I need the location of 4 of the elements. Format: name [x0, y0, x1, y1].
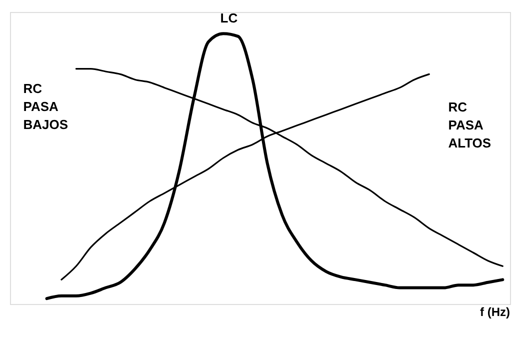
- series-label: LC: [220, 10, 238, 26]
- x-axis-title: f (Hz): [480, 305, 510, 319]
- series-label: RC PASA BAJOS: [23, 80, 68, 132]
- text: RC PASA ALTOS: [448, 100, 492, 151]
